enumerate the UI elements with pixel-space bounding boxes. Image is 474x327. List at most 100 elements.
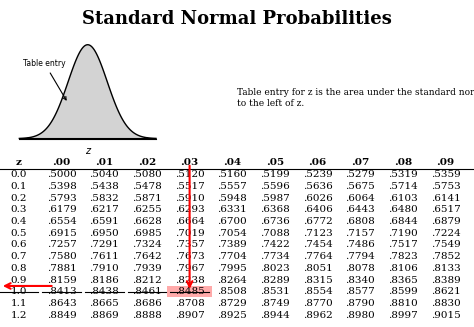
Text: .7157: .7157: [346, 229, 375, 238]
Text: .8770: .8770: [303, 299, 332, 308]
Text: .6406: .6406: [303, 205, 332, 214]
Text: .6950: .6950: [90, 229, 119, 238]
Text: .8289: .8289: [260, 276, 290, 284]
Text: .6628: .6628: [132, 217, 162, 226]
Text: .7224: .7224: [431, 229, 460, 238]
Text: .5636: .5636: [303, 182, 332, 191]
Text: .7794: .7794: [346, 252, 375, 261]
Text: 0.8: 0.8: [11, 264, 27, 273]
Text: 1.1: 1.1: [11, 299, 27, 308]
Text: .7123: .7123: [303, 229, 332, 238]
Text: .5080: .5080: [132, 170, 162, 179]
Bar: [167, 286, 212, 298]
Text: .5675: .5675: [346, 182, 375, 191]
Text: .8413: .8413: [47, 287, 76, 296]
Text: .6480: .6480: [388, 205, 418, 214]
Text: z: z: [85, 146, 90, 156]
Text: .7088: .7088: [260, 229, 290, 238]
Text: .8238: .8238: [175, 276, 204, 284]
Text: .7823: .7823: [388, 252, 418, 261]
Text: .6331: .6331: [218, 205, 247, 214]
Text: .7673: .7673: [175, 252, 204, 261]
Text: .8810: .8810: [388, 299, 418, 308]
Text: .5871: .5871: [132, 194, 162, 202]
Text: .6293: .6293: [175, 205, 204, 214]
Text: .8888: .8888: [132, 311, 162, 320]
Text: 0.3: 0.3: [11, 205, 27, 214]
Text: .8315: .8315: [303, 276, 332, 284]
Text: .7852: .7852: [431, 252, 460, 261]
Text: .09: .09: [437, 158, 455, 167]
Text: .7967: .7967: [175, 264, 204, 273]
Text: .8944: .8944: [260, 311, 290, 320]
Text: .5000: .5000: [47, 170, 76, 179]
Text: .8980: .8980: [346, 311, 375, 320]
Text: .7454: .7454: [303, 240, 332, 250]
Text: .7704: .7704: [218, 252, 247, 261]
Polygon shape: [19, 45, 156, 139]
Text: .02: .02: [138, 158, 156, 167]
Text: 0.5: 0.5: [11, 229, 27, 238]
Text: 0.4: 0.4: [11, 217, 27, 226]
Text: .5948: .5948: [218, 194, 247, 202]
Text: .7910: .7910: [90, 264, 119, 273]
Text: .8365: .8365: [388, 276, 418, 284]
Text: .5199: .5199: [260, 170, 290, 179]
Text: .8389: .8389: [431, 276, 460, 284]
Text: .6517: .6517: [431, 205, 460, 214]
Text: Table entry: Table entry: [23, 59, 66, 100]
Text: .8599: .8599: [388, 287, 418, 296]
Text: .8340: .8340: [346, 276, 375, 284]
Text: .04: .04: [223, 158, 241, 167]
Text: .7324: .7324: [132, 240, 162, 250]
Text: .6217: .6217: [90, 205, 119, 214]
Text: .8106: .8106: [388, 264, 418, 273]
Text: .6026: .6026: [303, 194, 332, 202]
Text: .05: .05: [266, 158, 284, 167]
Text: 1.2: 1.2: [11, 311, 27, 320]
Text: Standard Normal Probabilities: Standard Normal Probabilities: [82, 10, 392, 28]
Text: 0.2: 0.2: [11, 194, 27, 202]
Text: .5319: .5319: [388, 170, 418, 179]
Text: .6664: .6664: [175, 217, 204, 226]
Text: .7389: .7389: [218, 240, 247, 250]
Text: .7422: .7422: [260, 240, 290, 250]
Text: .5793: .5793: [47, 194, 76, 202]
Text: .8665: .8665: [90, 299, 119, 308]
Text: .6844: .6844: [388, 217, 418, 226]
Text: .06: .06: [309, 158, 327, 167]
Text: .8051: .8051: [303, 264, 332, 273]
Text: .6554: .6554: [47, 217, 76, 226]
Text: .6443: .6443: [346, 205, 375, 214]
Text: .6808: .6808: [346, 217, 375, 226]
Text: 1.0: 1.0: [11, 287, 27, 296]
Text: .7734: .7734: [260, 252, 290, 261]
Text: .8078: .8078: [346, 264, 375, 273]
Text: .5832: .5832: [90, 194, 119, 202]
Text: .7486: .7486: [346, 240, 375, 250]
Text: 0.6: 0.6: [11, 240, 27, 250]
Text: .7881: .7881: [47, 264, 76, 273]
Text: .6103: .6103: [388, 194, 418, 202]
Text: .5359: .5359: [431, 170, 460, 179]
Text: .8643: .8643: [47, 299, 76, 308]
Text: .00: .00: [53, 158, 71, 167]
Text: .8186: .8186: [90, 276, 119, 284]
Text: .6879: .6879: [431, 217, 460, 226]
Text: .7054: .7054: [218, 229, 247, 238]
Text: .5040: .5040: [90, 170, 119, 179]
Text: .7517: .7517: [388, 240, 418, 250]
Text: .07: .07: [351, 158, 369, 167]
Text: .7190: .7190: [388, 229, 418, 238]
Text: .8461: .8461: [132, 287, 162, 296]
Text: .8749: .8749: [260, 299, 290, 308]
Text: .5753: .5753: [431, 182, 460, 191]
Text: .7764: .7764: [303, 252, 332, 261]
Text: .8531: .8531: [260, 287, 290, 296]
Text: .8577: .8577: [346, 287, 375, 296]
Text: .8729: .8729: [218, 299, 247, 308]
Text: .5596: .5596: [260, 182, 290, 191]
Text: .7357: .7357: [175, 240, 204, 250]
Text: .6255: .6255: [132, 205, 162, 214]
Text: .8133: .8133: [431, 264, 460, 273]
